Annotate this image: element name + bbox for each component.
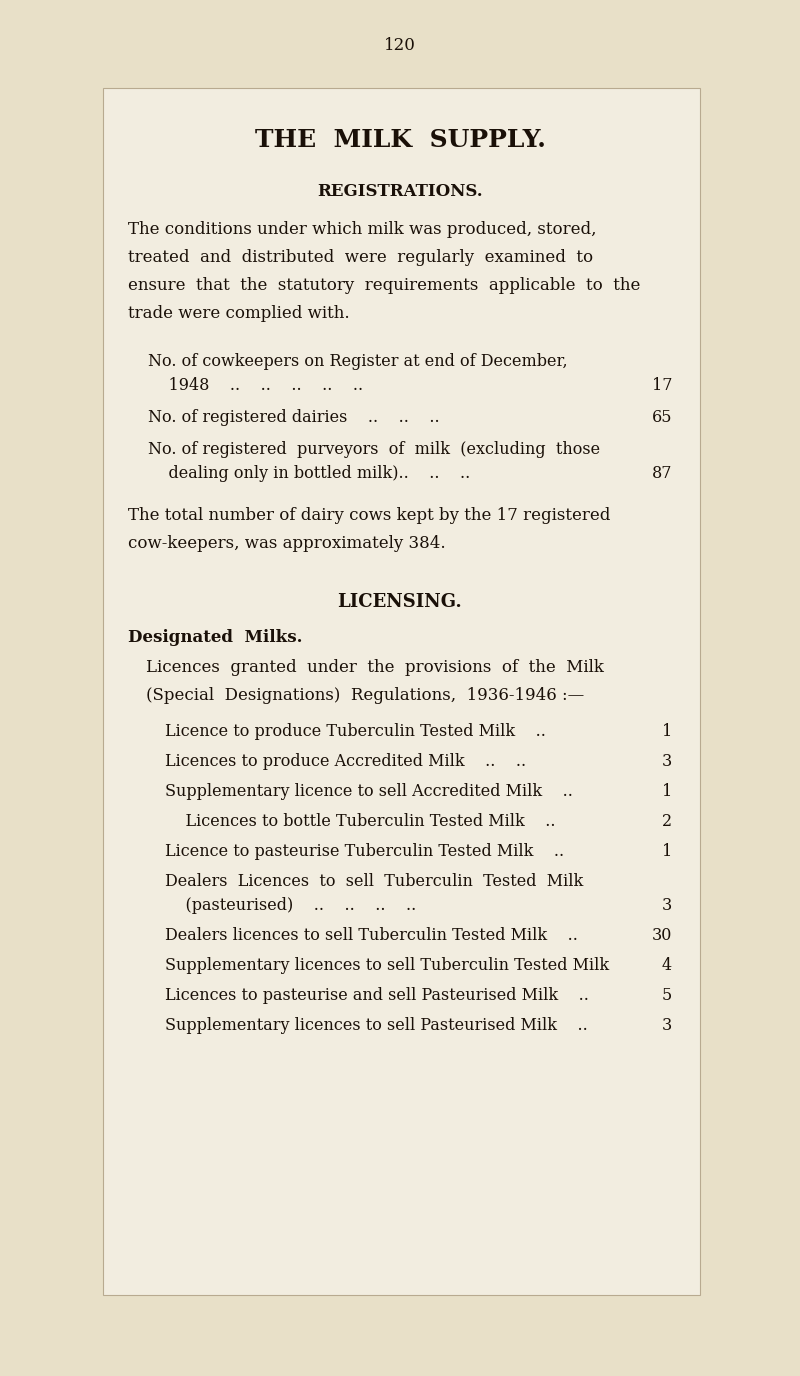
Text: Dealers licences to sell Tuberculin Tested Milk    ..: Dealers licences to sell Tuberculin Test… — [165, 927, 578, 944]
Text: Designated  Milks.: Designated Milks. — [128, 629, 302, 647]
Text: cow-keepers, was approximately 384.: cow-keepers, was approximately 384. — [128, 535, 446, 553]
Text: treated  and  distributed  were  regularly  examined  to: treated and distributed were regularly e… — [128, 249, 593, 267]
Bar — [103, 88, 700, 1295]
Text: 1: 1 — [662, 783, 672, 801]
Text: 3: 3 — [662, 1017, 672, 1035]
Text: Supplementary licences to sell Pasteurised Milk    ..: Supplementary licences to sell Pasteuris… — [165, 1017, 588, 1035]
Text: Licences to produce Accredited Milk    ..    ..: Licences to produce Accredited Milk .. .… — [165, 754, 526, 771]
Text: 5: 5 — [662, 988, 672, 1004]
Text: Dealers  Licences  to  sell  Tuberculin  Tested  Milk: Dealers Licences to sell Tuberculin Test… — [165, 874, 583, 890]
Text: No. of registered dairies    ..    ..    ..: No. of registered dairies .. .. .. — [148, 410, 440, 427]
Text: 65: 65 — [651, 410, 672, 427]
Text: 1948    ..    ..    ..    ..    ..: 1948 .. .. .. .. .. — [148, 377, 363, 395]
Text: The total number of dairy cows kept by the 17 registered: The total number of dairy cows kept by t… — [128, 508, 610, 524]
Text: THE  MILK  SUPPLY.: THE MILK SUPPLY. — [254, 128, 546, 151]
Text: 1: 1 — [662, 724, 672, 740]
Text: No. of registered  purveyors  of  milk  (excluding  those: No. of registered purveyors of milk (exc… — [148, 442, 600, 458]
Text: Licences to pasteurise and sell Pasteurised Milk    ..: Licences to pasteurise and sell Pasteuri… — [165, 988, 589, 1004]
Text: The conditions under which milk was produced, stored,: The conditions under which milk was prod… — [128, 222, 597, 238]
Text: 3: 3 — [662, 897, 672, 915]
Text: 87: 87 — [651, 465, 672, 483]
Text: Supplementary licence to sell Accredited Milk    ..: Supplementary licence to sell Accredited… — [165, 783, 573, 801]
Text: 120: 120 — [384, 37, 416, 54]
Text: 17: 17 — [651, 377, 672, 395]
Text: REGISTRATIONS.: REGISTRATIONS. — [317, 183, 483, 201]
Text: trade were complied with.: trade were complied with. — [128, 305, 350, 322]
Text: (pasteurised)    ..    ..    ..    ..: (pasteurised) .. .. .. .. — [165, 897, 416, 915]
Text: LICENSING.: LICENSING. — [338, 593, 462, 611]
Text: 3: 3 — [662, 754, 672, 771]
Text: Supplementary licences to sell Tuberculin Tested Milk: Supplementary licences to sell Tuberculi… — [165, 958, 609, 974]
Text: dealing only in bottled milk)..    ..    ..: dealing only in bottled milk).. .. .. — [148, 465, 470, 483]
Text: ensure  that  the  statutory  requirements  applicable  to  the: ensure that the statutory requirements a… — [128, 278, 640, 294]
Text: 2: 2 — [662, 813, 672, 831]
Text: (Special  Designations)  Regulations,  1936-1946 :—: (Special Designations) Regulations, 1936… — [146, 688, 584, 705]
Text: 30: 30 — [652, 927, 672, 944]
Text: 1: 1 — [662, 843, 672, 860]
Text: Licences  granted  under  the  provisions  of  the  Milk: Licences granted under the provisions of… — [146, 659, 604, 677]
Text: Licence to produce Tuberculin Tested Milk    ..: Licence to produce Tuberculin Tested Mil… — [165, 724, 546, 740]
Text: 4: 4 — [662, 958, 672, 974]
Text: No. of cowkeepers on Register at end of December,: No. of cowkeepers on Register at end of … — [148, 354, 568, 370]
Text: Licence to pasteurise Tuberculin Tested Milk    ..: Licence to pasteurise Tuberculin Tested … — [165, 843, 564, 860]
Text: Licences to bottle Tuberculin Tested Milk    ..: Licences to bottle Tuberculin Tested Mil… — [165, 813, 555, 831]
